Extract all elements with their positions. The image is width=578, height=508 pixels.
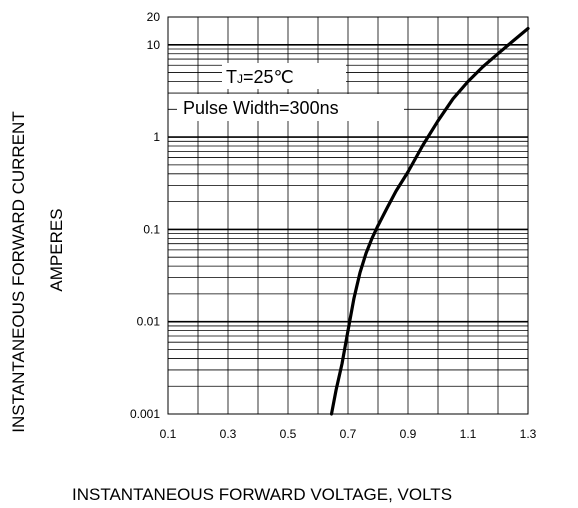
y-tick-labels: 0.001 0.01 0.1 1 10 20: [130, 10, 160, 421]
x-tick-label: 0.3: [220, 427, 237, 441]
y-axis-title: INSTANTANEOUS FORWARD CURRENT: [9, 111, 28, 432]
x-tick-label: 0.5: [280, 427, 297, 441]
annotation-temperature: TJ=25℃: [226, 67, 294, 87]
x-tick-label: 0.7: [340, 427, 357, 441]
annotation-line2-background: [177, 94, 404, 121]
annotation-line1-background: [222, 63, 346, 89]
x-tick-label: 0.9: [400, 427, 417, 441]
x-axis-title: INSTANTANEOUS FORWARD VOLTAGE, VOLTS: [72, 485, 452, 504]
forward-current-curve: [329, 26, 530, 416]
y-tick-label: 20: [147, 10, 161, 24]
x-tick-label: 0.1: [160, 427, 177, 441]
x-tick-label: 1.1: [460, 427, 477, 441]
y-tick-label: 1: [153, 130, 160, 144]
annotation-box: [177, 63, 404, 121]
y-tick-label: 0.1: [143, 222, 160, 236]
grid-lines: [168, 17, 528, 414]
y-tick-label: 0.01: [137, 315, 161, 329]
y-tick-label: 0.001: [130, 407, 160, 421]
y-tick-label: 10: [147, 38, 161, 52]
annotation-pulse-width: Pulse Width=300ns: [183, 98, 339, 118]
x-tick-labels: 0.1 0.3 0.5 0.7 0.9 1.1 1.3: [160, 427, 537, 441]
plot-frame: [167, 16, 529, 415]
x-tick-label: 1.3: [520, 427, 537, 441]
y-axis-units: AMPERES: [47, 208, 66, 291]
